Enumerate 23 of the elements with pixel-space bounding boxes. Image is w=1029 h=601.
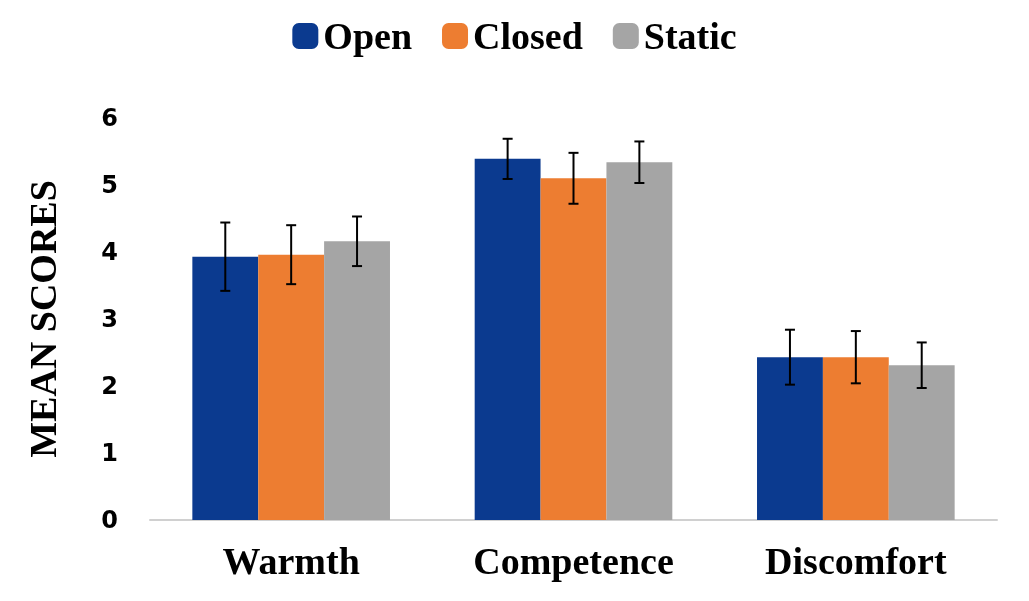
bar — [822, 357, 889, 520]
bar — [192, 256, 259, 520]
y-tick-label: 1 — [101, 439, 118, 467]
bar — [324, 241, 390, 520]
bar — [606, 162, 673, 520]
y-tick-label: 6 — [101, 104, 118, 132]
y-tick-label: 5 — [101, 171, 118, 199]
bar — [474, 158, 541, 520]
x-tick-label: Discomfort — [765, 540, 947, 582]
bar — [540, 178, 607, 520]
y-tick-label: 3 — [101, 305, 118, 333]
legend-label: Closed — [473, 15, 583, 57]
y-tick-label: 2 — [101, 372, 118, 400]
legend-label: Open — [323, 15, 413, 57]
y-axis-title: MEAN SCORES — [22, 180, 64, 458]
x-tick-label: Warmth — [222, 540, 360, 582]
bar — [258, 254, 325, 520]
x-tick-label: Competence — [473, 540, 674, 582]
legend-label: Static — [643, 15, 737, 57]
y-tick-label: 4 — [101, 238, 118, 266]
bar — [757, 357, 823, 520]
y-tick-label: 0 — [101, 506, 118, 534]
bar — [888, 365, 955, 520]
